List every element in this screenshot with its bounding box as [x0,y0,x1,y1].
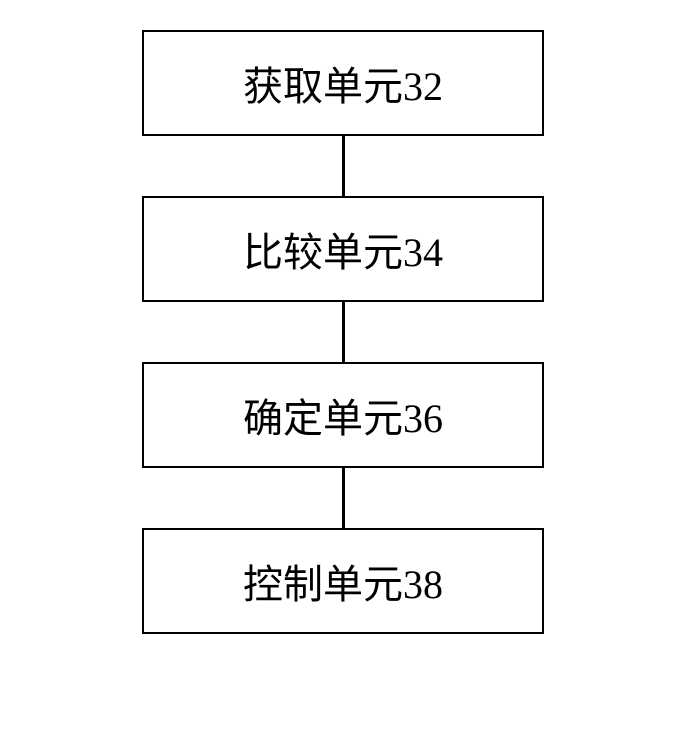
flowchart-edge [342,468,345,528]
flowchart-node-n3: 确定单元36 [142,362,544,468]
flowchart-node-n1: 获取单元32 [142,30,544,136]
flowchart-edge [342,136,345,196]
flowchart-node-n4: 控制单元38 [142,528,544,634]
flowchart-container: 获取单元32 比较单元34 确定单元36 控制单元38 [142,30,544,634]
flowchart-edge [342,302,345,362]
flowchart-node-n2: 比较单元34 [142,196,544,302]
